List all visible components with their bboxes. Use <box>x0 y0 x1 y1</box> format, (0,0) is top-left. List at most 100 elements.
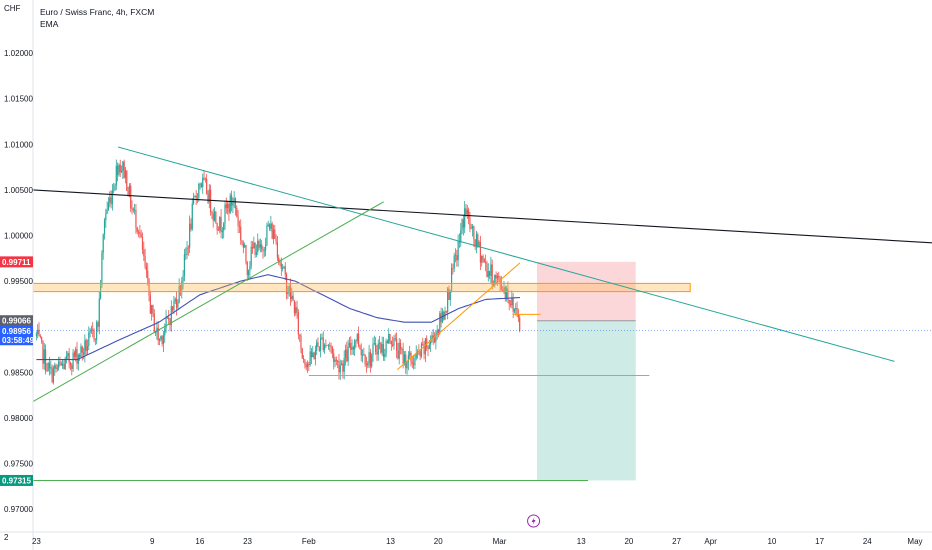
y-tick-label: 1.01000 <box>4 140 33 149</box>
candle-body <box>102 234 104 253</box>
candle-body <box>292 295 294 301</box>
candle-body <box>329 345 331 347</box>
candle-body <box>213 211 216 221</box>
candle-body <box>132 208 134 211</box>
candle-body <box>452 267 454 269</box>
candle-body <box>323 344 326 350</box>
candle-body <box>405 354 407 369</box>
candle-body <box>191 203 193 230</box>
candle-body <box>145 266 148 271</box>
candle-body <box>500 283 502 290</box>
candle-body <box>111 190 113 205</box>
x-axis[interactable]: 23 9 16 23 Feb 13 20 Mar 13 20 27 Apr 10 17 24 May <box>0 514 932 546</box>
candle-body <box>371 354 373 367</box>
candle-body <box>508 299 510 304</box>
candle-body <box>318 346 320 351</box>
price-badge-text: 0.98956 <box>2 327 31 336</box>
price-badge-text: 0.99066 <box>2 317 31 326</box>
candle-body <box>310 351 313 358</box>
candle-body <box>465 208 467 215</box>
candle-body <box>505 288 508 298</box>
price-badge <box>0 325 33 346</box>
candle-body <box>271 223 273 239</box>
candle-body <box>202 177 204 187</box>
candle-body <box>175 299 178 308</box>
candle-body <box>162 335 165 344</box>
candle-body <box>61 363 64 366</box>
trend-drawings[interactable] <box>32 146 932 481</box>
resistance-zone <box>32 282 691 293</box>
candle-body <box>519 317 521 331</box>
candle-body <box>351 347 353 350</box>
candle-body <box>498 276 500 278</box>
candle-body <box>194 195 196 198</box>
candle-body <box>327 345 330 347</box>
y-axis[interactable]: 1.02000 1.01500 1.01000 1.00500 1.00000 0.995… <box>4 0 34 550</box>
candle-body <box>258 240 260 248</box>
candle-body <box>288 286 290 293</box>
candle-body <box>485 262 487 264</box>
candle-body <box>389 333 391 341</box>
y-tick-label: 1.01500 <box>4 95 33 104</box>
price-badge <box>0 474 33 486</box>
candle-body <box>207 193 209 203</box>
candle-body <box>407 355 409 363</box>
horizontal-trendline <box>32 189 932 244</box>
symbol-title[interactable]: Euro / Swiss Franc, 4h, FXCM <box>40 7 155 17</box>
candle-body <box>276 241 278 258</box>
candle-body <box>364 354 366 365</box>
candle-body <box>431 335 433 342</box>
candle-body <box>481 255 483 263</box>
candle-body <box>360 348 362 356</box>
candle-body <box>255 252 258 255</box>
candle-body <box>350 343 352 350</box>
candle-body <box>447 288 449 313</box>
candle-body <box>418 351 420 353</box>
candle-body <box>394 338 396 339</box>
candle-body <box>262 249 264 251</box>
candle-body <box>346 349 348 362</box>
candle-body <box>284 266 286 275</box>
candle-body <box>126 170 128 191</box>
candle-body <box>69 363 72 366</box>
candle-body <box>67 353 69 356</box>
candle-body <box>206 178 208 194</box>
candle-body <box>338 360 340 373</box>
candle-body <box>249 266 251 271</box>
candle-body <box>495 274 497 279</box>
candle-body <box>72 352 74 369</box>
candle-body <box>153 313 155 333</box>
candle-body <box>110 197 112 205</box>
candle-body <box>37 329 39 334</box>
indicator-label[interactable]: EMA <box>40 19 59 29</box>
candle-body <box>299 334 301 336</box>
candle-body <box>348 343 351 347</box>
timezone-badge[interactable]: 2 <box>4 533 9 542</box>
candle-body <box>411 362 413 364</box>
candle-body <box>85 340 87 351</box>
x-tick-label: 16 <box>195 537 204 546</box>
y-tick-label: 1.02000 <box>4 49 33 58</box>
candle-body <box>240 226 242 241</box>
candle-body <box>330 345 332 348</box>
x-tick-label: 23 <box>32 537 41 546</box>
candle-body <box>114 185 116 191</box>
candle-body <box>52 368 55 383</box>
candle-body <box>56 367 58 369</box>
candle-body <box>172 306 174 311</box>
candle-body <box>306 363 309 368</box>
candle-body <box>457 240 459 261</box>
candle-body <box>161 336 163 344</box>
candle-body <box>149 295 151 314</box>
candle-body <box>483 259 485 263</box>
candle-body <box>144 255 146 267</box>
candle-body <box>229 195 231 213</box>
candle-body <box>384 353 386 357</box>
candle-body <box>92 329 94 331</box>
candle-body <box>266 225 268 246</box>
candle-body <box>105 213 107 221</box>
candle-body <box>109 197 111 203</box>
candle-body <box>326 344 328 346</box>
candle-body <box>38 329 40 336</box>
